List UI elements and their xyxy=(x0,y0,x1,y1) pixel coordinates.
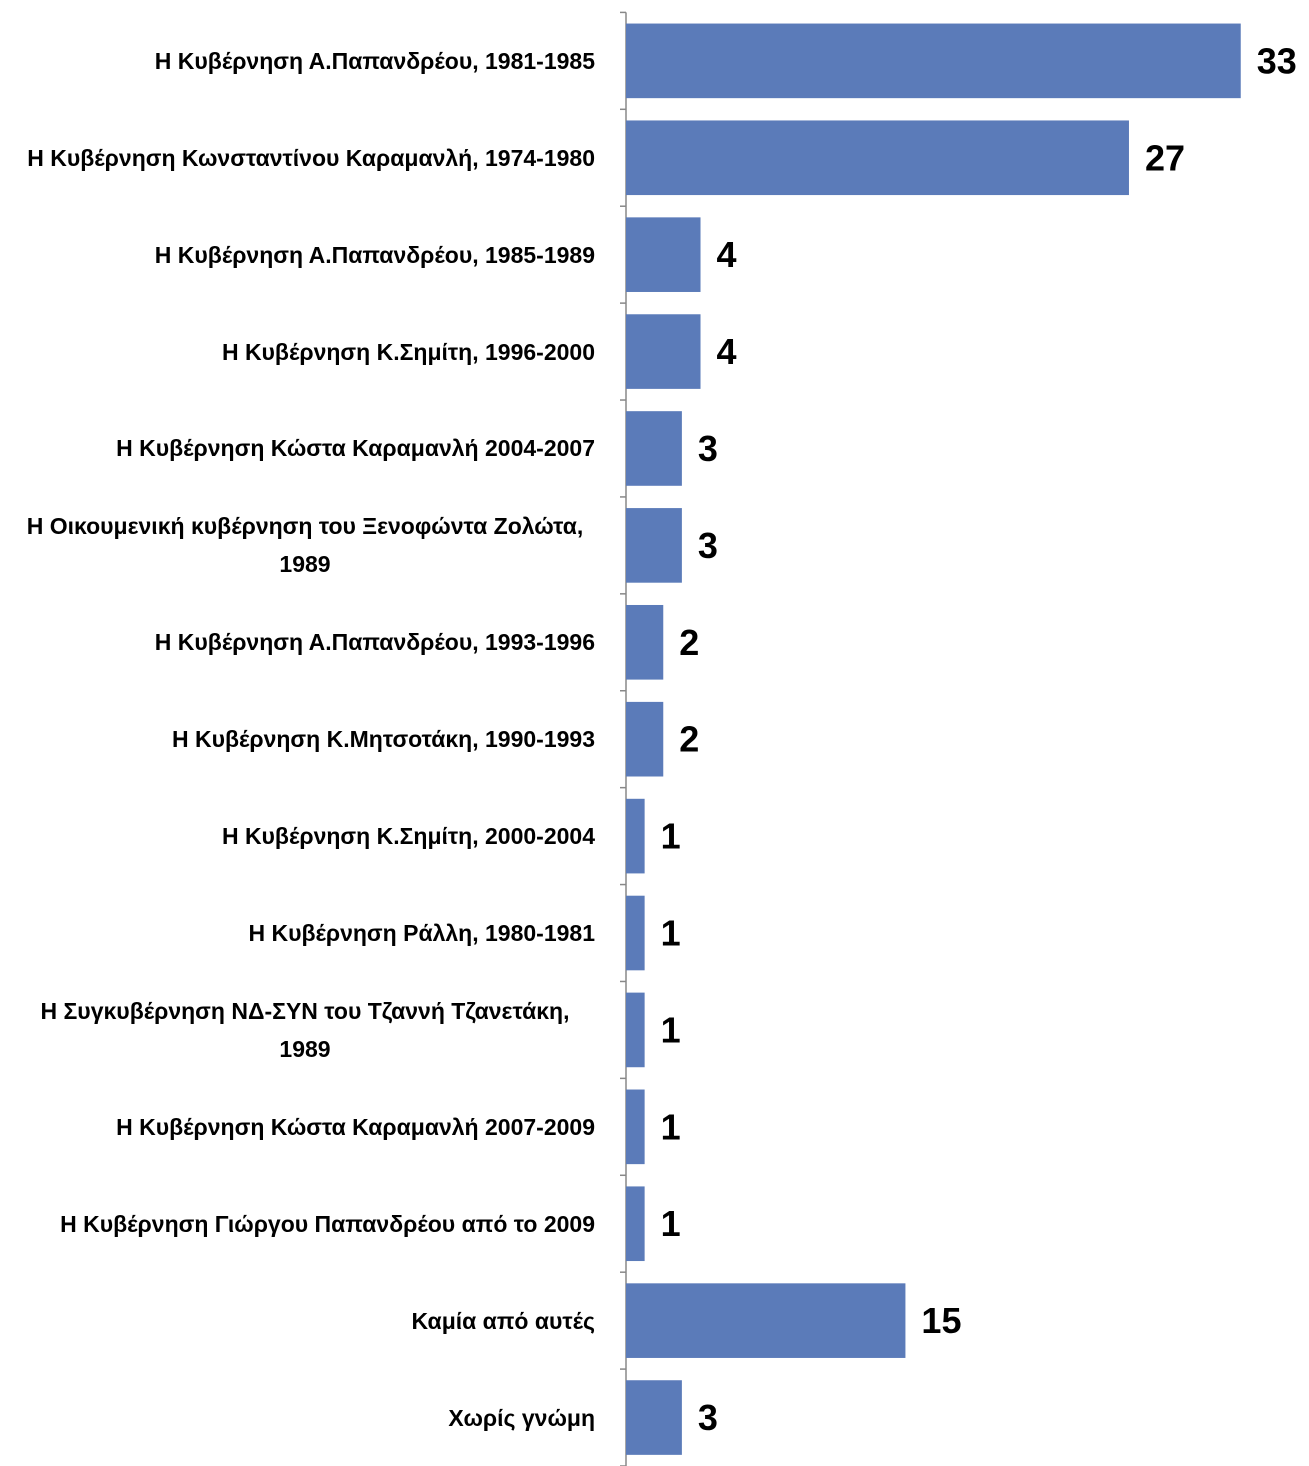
data-label: 1 xyxy=(661,1106,681,1147)
category-label: Η Κυβέρνηση Κωνσταντίνου Καραμανλή, 1974… xyxy=(27,144,595,171)
bar xyxy=(626,895,645,971)
data-label: 27 xyxy=(1145,137,1185,178)
data-label: 3 xyxy=(698,428,718,469)
category-label: Η Κυβέρνηση Α.Παπανδρέου, 1993-1996 xyxy=(154,629,595,656)
category-label: Η Κυβέρνηση Κ.Σημίτη, 1996-2000 xyxy=(221,338,595,365)
bar xyxy=(626,1283,906,1358)
category-label: Η Κυβέρνηση Κώστα Καραμανλή 2007-2009 xyxy=(116,1113,595,1140)
bar xyxy=(626,992,645,1068)
bar xyxy=(626,798,645,874)
category-label: Η Κυβέρνηση Κ.Σημίτη, 2000-2004 xyxy=(221,823,595,850)
data-label: 1 xyxy=(661,816,681,857)
bar xyxy=(626,120,1129,196)
bar xyxy=(626,1380,682,1455)
category-label: Η Κυβέρνηση Γιώργου Παπανδρέου από το 20… xyxy=(60,1210,595,1237)
bar xyxy=(626,314,701,389)
category-label: Η Κυβέρνηση Κ.Μητσοτάκη, 1990-1993 xyxy=(171,726,595,753)
bar xyxy=(626,1186,645,1262)
bar xyxy=(626,217,701,292)
data-label: 1 xyxy=(661,1009,681,1050)
category-label: Η Οικουμενική κυβέρνηση του Ξενοφώντα Ζο… xyxy=(26,513,584,578)
bar xyxy=(626,508,682,583)
bar xyxy=(626,701,664,777)
category-label: Χωρίς γνώμη xyxy=(448,1404,595,1431)
data-label: 4 xyxy=(717,234,737,275)
data-label: 3 xyxy=(698,1397,718,1438)
category-label: Η Κυβέρνηση Α.Παπανδρέου, 1981-1985 xyxy=(154,47,595,74)
category-label: Η Κυβέρνηση Κώστα Καραμανλή 2004-2007 xyxy=(116,435,595,462)
category-label: Η Συγκυβέρνηση ΝΔ-ΣΥΝ του Τζαννή Τζανετά… xyxy=(40,997,570,1062)
data-label: 1 xyxy=(661,1203,681,1244)
category-label: Καμία από αυτές xyxy=(411,1307,595,1334)
bar xyxy=(626,604,664,680)
category-label: Η Κυβέρνηση Α.Παπανδρέου, 1985-1989 xyxy=(154,241,595,268)
bar xyxy=(626,1089,645,1165)
data-label: 1 xyxy=(661,913,681,954)
bar xyxy=(626,411,682,486)
data-label: 2 xyxy=(679,719,699,760)
data-label: 4 xyxy=(717,331,737,372)
data-label: 33 xyxy=(1257,40,1297,81)
data-label: 3 xyxy=(698,525,718,566)
category-label: Η Κυβέρνηση Ράλλη, 1980-1981 xyxy=(248,920,595,946)
data-label: 2 xyxy=(679,622,699,663)
data-label: 15 xyxy=(921,1300,961,1341)
bar xyxy=(626,23,1241,99)
